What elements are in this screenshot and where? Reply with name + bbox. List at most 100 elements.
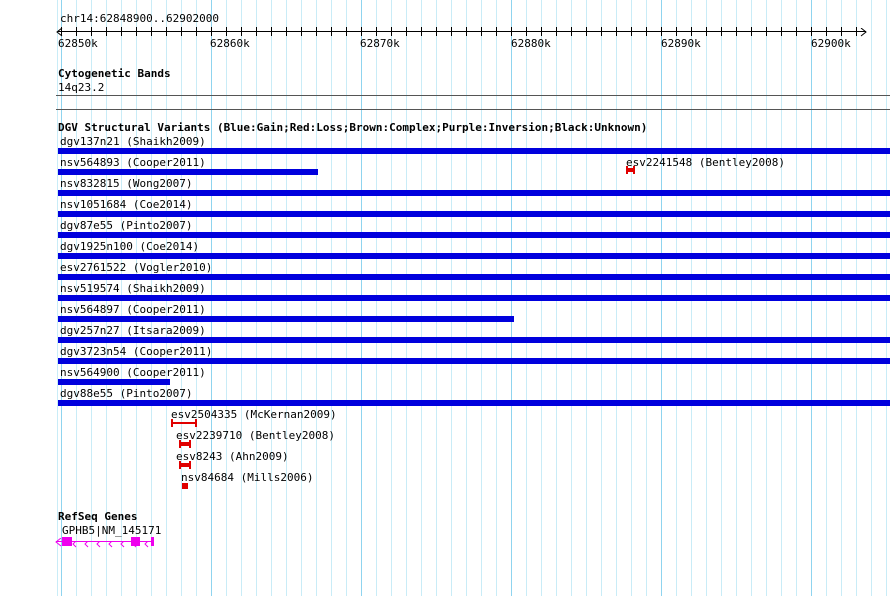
gene-exon-block[interactable] (131, 537, 140, 546)
ruler-tick (256, 27, 257, 36)
ruler-tick (706, 27, 707, 36)
loss-variant-label: nsv84684 (Mills2006) (181, 471, 314, 484)
variant-track-label: dgv137n21 (Shaikh2009) (60, 135, 206, 148)
ruler-tick (391, 27, 392, 36)
ruler-left-arrow-icon (56, 27, 64, 40)
variant-track-label: dgv257n27 (Itsara2009) (60, 324, 206, 337)
gene-intron-line (56, 541, 154, 542)
variant-track-bar[interactable] (58, 337, 890, 343)
loss-variant-label: esv2504335 (McKernan2009) (171, 408, 337, 421)
variant-track-label: dgv1925n100 (Coe2014) (60, 240, 200, 253)
ruler-tick-label: 62870k (360, 37, 400, 50)
loss-variant-label: esv8243 (Ahn2009) (176, 450, 289, 463)
ruler-tick (211, 27, 212, 36)
variant-track-label: nsv832815 (Wong2007) (60, 177, 193, 190)
variant-track-bar[interactable] (58, 316, 514, 322)
ruler-tick (751, 27, 752, 36)
ruler-tick (586, 27, 587, 36)
gene-direction-chevron-icon (96, 538, 102, 551)
gene-exon-block[interactable] (62, 537, 72, 546)
ruler-tick (541, 27, 542, 36)
ruler-tick (91, 27, 92, 36)
ruler-tick (196, 27, 197, 36)
cytogenetic-bands-title: Cytogenetic Bands (58, 67, 171, 80)
variant-track-bar[interactable] (58, 211, 890, 217)
variant-track-label: nsv519574 (Shaikh2009) (60, 282, 206, 295)
variant-track-bar[interactable] (58, 379, 170, 385)
ruler-tick (616, 27, 617, 36)
ruler-tick-label: 62890k (661, 37, 701, 50)
loss-variant-label: esv2239710 (Bentley2008) (176, 429, 335, 442)
ruler-tick (661, 27, 662, 36)
loss-variant-marker[interactable] (179, 461, 191, 469)
gene-exon-block[interactable] (151, 537, 154, 546)
variant-track-label: nsv564900 (Cooper2011) (60, 366, 206, 379)
variant-track-bar[interactable] (58, 148, 890, 154)
ruler-tick (271, 27, 272, 36)
ruler-right-arrow-icon (860, 27, 868, 40)
variant-track-bar[interactable] (58, 253, 890, 259)
ruler-tick (571, 27, 572, 36)
cytogenetic-band-label: 14q23.2 (58, 81, 105, 94)
dgv-top-divider (56, 109, 890, 110)
variant-track-bar[interactable] (58, 274, 890, 280)
ruler-tick (556, 27, 557, 36)
ruler-tick (646, 27, 647, 36)
cytogenetic-divider (56, 95, 890, 96)
ruler-tick (346, 27, 347, 36)
variant-track-label: dgv88e55 (Pinto2007) (60, 387, 193, 400)
ruler-tick (121, 27, 122, 36)
ruler-tick (601, 27, 602, 36)
loss-variant-label: esv2241548 (Bentley2008) (626, 156, 785, 169)
ruler-tick (316, 27, 317, 36)
ruler-tick (331, 27, 332, 36)
ruler-tick (301, 27, 302, 36)
variant-track-bar[interactable] (58, 295, 890, 301)
dgv-section-title: DGV Structural Variants (Blue:Gain;Red:L… (58, 121, 648, 134)
ruler-tick (376, 27, 377, 36)
variant-track-bar[interactable] (58, 358, 890, 364)
gene-direction-chevron-icon (84, 538, 90, 551)
ruler-tick (826, 27, 827, 36)
ruler-tick (421, 27, 422, 36)
ruler-tick (691, 27, 692, 36)
ruler-tick (166, 27, 167, 36)
ruler-tick-label: 62850k (58, 37, 98, 50)
refseq-genes-title: RefSeq Genes (58, 510, 138, 523)
ruler-tick (841, 27, 842, 36)
ruler-tick (151, 27, 152, 36)
ruler-tick (811, 27, 812, 36)
variant-track-label: dgv3723n54 (Cooper2011) (60, 345, 213, 358)
gene-direction-chevron-icon (120, 538, 126, 551)
variant-track-bar[interactable] (58, 232, 890, 238)
loss-variant-marker[interactable] (171, 419, 197, 427)
ruler-tick (511, 27, 512, 36)
variant-track-label: nsv564893 (Cooper2011) (60, 156, 206, 169)
gene-strand-arrow-icon (55, 537, 63, 550)
gene-direction-chevron-icon (144, 538, 150, 551)
variant-track-label: nsv564897 (Cooper2011) (60, 303, 206, 316)
ruler-tick (61, 27, 62, 36)
ruler-tick (481, 27, 482, 36)
variant-track-bar[interactable] (58, 190, 890, 196)
ruler-tick (451, 27, 452, 36)
variant-track-bar[interactable] (58, 400, 890, 406)
ruler-tick (436, 27, 437, 36)
variant-track-bar[interactable] (58, 169, 318, 175)
variant-track-label: nsv1051684 (Coe2014) (60, 198, 193, 211)
ruler-tick (106, 27, 107, 36)
ruler-tick-label: 62860k (210, 37, 250, 50)
loss-variant-marker[interactable] (182, 482, 188, 490)
gene-direction-chevron-icon (72, 538, 78, 551)
loss-variant-marker[interactable] (626, 166, 635, 174)
ruler-tick-label: 62900k (811, 37, 851, 50)
ruler-tick (721, 27, 722, 36)
loss-variant-marker[interactable] (179, 440, 191, 448)
ruler-tick (766, 27, 767, 36)
variant-track-label: esv2761522 (Vogler2010) (60, 261, 213, 274)
locus-label: chr14:62848900..62902000 (60, 12, 219, 25)
ruler-tick (796, 27, 797, 36)
ruler-axis-line (58, 31, 866, 32)
